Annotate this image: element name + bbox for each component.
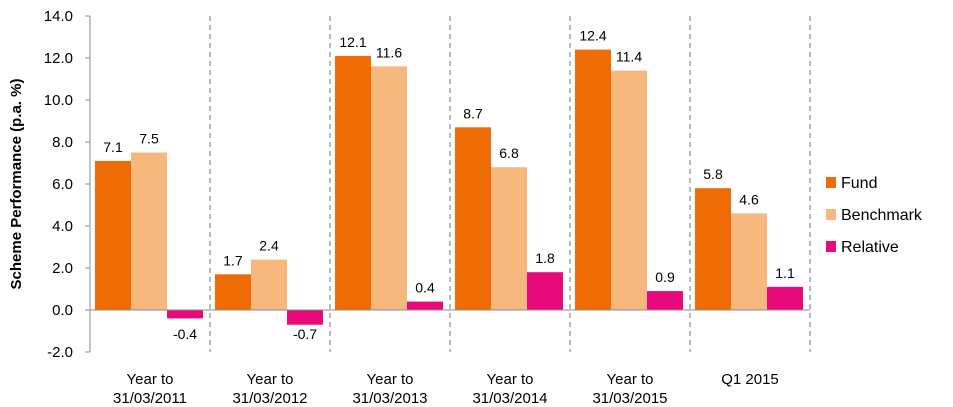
y-tick-label: 14.0 — [44, 8, 73, 25]
y-axis-title: Scheme Performance (p.a. %) — [8, 79, 25, 290]
bar-fund — [455, 127, 491, 310]
category-label-line: Year to — [487, 371, 534, 388]
category-label-line: 31/03/2012 — [232, 390, 307, 407]
data-label: 0.9 — [655, 269, 675, 285]
data-label: 1.1 — [775, 265, 795, 281]
bar-relative — [167, 310, 203, 319]
category-label-line: 31/03/2013 — [352, 390, 427, 407]
data-label: 4.6 — [739, 191, 759, 207]
y-tick-label: -2.0 — [47, 344, 73, 361]
y-tick-label: 12.0 — [44, 50, 73, 67]
bar-relative — [527, 272, 563, 310]
data-label: 6.8 — [499, 145, 519, 161]
y-tick-label: 0.0 — [52, 302, 73, 319]
bar-relative — [407, 301, 443, 310]
category-label: Year to 31/03/2012 — [232, 371, 307, 407]
bar-fund — [95, 160, 131, 310]
data-label: -0.4 — [173, 326, 197, 342]
data-label: 0.4 — [415, 280, 435, 296]
y-tick-label: 4.0 — [52, 218, 73, 235]
bar-benchmark — [371, 66, 407, 311]
category-label-line: 31/03/2014 — [472, 390, 547, 407]
bar-fund — [695, 188, 731, 310]
category-label-line: 31/03/2011 — [113, 390, 187, 407]
data-label: 7.5 — [139, 131, 159, 147]
data-labels: 7.1 1.7 12.1 8.7 12.4 5.8 7.5 2.4 11.6 6.8 11.4 4.6… — [103, 28, 795, 342]
legend-swatch-benchmark — [826, 209, 836, 220]
data-label: 12.4 — [579, 28, 606, 44]
bar-benchmark — [251, 259, 287, 310]
bar-fund — [215, 274, 251, 310]
data-label: 1.7 — [223, 252, 243, 268]
category-label-line: 31/03/2015 — [592, 390, 667, 407]
bars — [95, 49, 803, 325]
category-label-line: Year to — [367, 371, 414, 388]
data-label: 8.7 — [463, 105, 483, 121]
category-label: Q1 2015 — [721, 371, 779, 388]
y-tick-label: 10.0 — [44, 92, 73, 109]
bar-relative — [647, 291, 683, 310]
category-label-line: Q1 2015 — [721, 371, 779, 388]
bar-benchmark — [131, 152, 167, 310]
bar-benchmark — [731, 213, 767, 310]
y-tick-label: 2.0 — [52, 260, 73, 277]
legend-label-benchmark: Benchmark — [841, 207, 923, 224]
y-tick-label: 6.0 — [52, 176, 73, 193]
bar-fund — [575, 49, 611, 310]
bar-relative — [287, 310, 323, 325]
data-label: 7.1 — [103, 139, 123, 155]
category-label-line: Year to — [247, 371, 294, 388]
category-label: Year to 31/03/2015 — [592, 371, 667, 407]
y-tick-label: 8.0 — [52, 134, 73, 151]
data-label: 11.6 — [376, 44, 402, 60]
data-label: 1.8 — [535, 250, 555, 266]
legend: Fund Benchmark Relative — [826, 175, 923, 256]
data-label: 5.8 — [703, 166, 723, 182]
data-label: 2.4 — [259, 238, 279, 254]
category-label-line: Year to — [607, 371, 654, 388]
category-label: Year to 31/03/2011 — [113, 371, 187, 407]
bar-relative — [767, 286, 803, 310]
bar-benchmark — [611, 70, 647, 310]
data-label: 11.4 — [616, 49, 642, 65]
category-dividers — [209, 16, 811, 352]
legend-label-fund: Fund — [841, 175, 877, 192]
data-label: -0.7 — [293, 326, 317, 342]
category-label: Year to 31/03/2014 — [472, 371, 547, 407]
legend-swatch-fund — [826, 177, 836, 188]
legend-swatch-relative — [826, 241, 836, 252]
category-label-line: Year to — [127, 371, 174, 388]
category-label: Year to 31/03/2013 — [352, 371, 427, 407]
legend-label-relative: Relative — [841, 239, 899, 256]
data-label: 12.1 — [339, 34, 366, 50]
bar-fund — [335, 55, 371, 311]
bar-benchmark — [491, 167, 527, 310]
axes: 14.0 12.0 10.0 8.0 6.0 4.0 2.0 0.0 -2.0 Year to 31… — [44, 8, 810, 407]
